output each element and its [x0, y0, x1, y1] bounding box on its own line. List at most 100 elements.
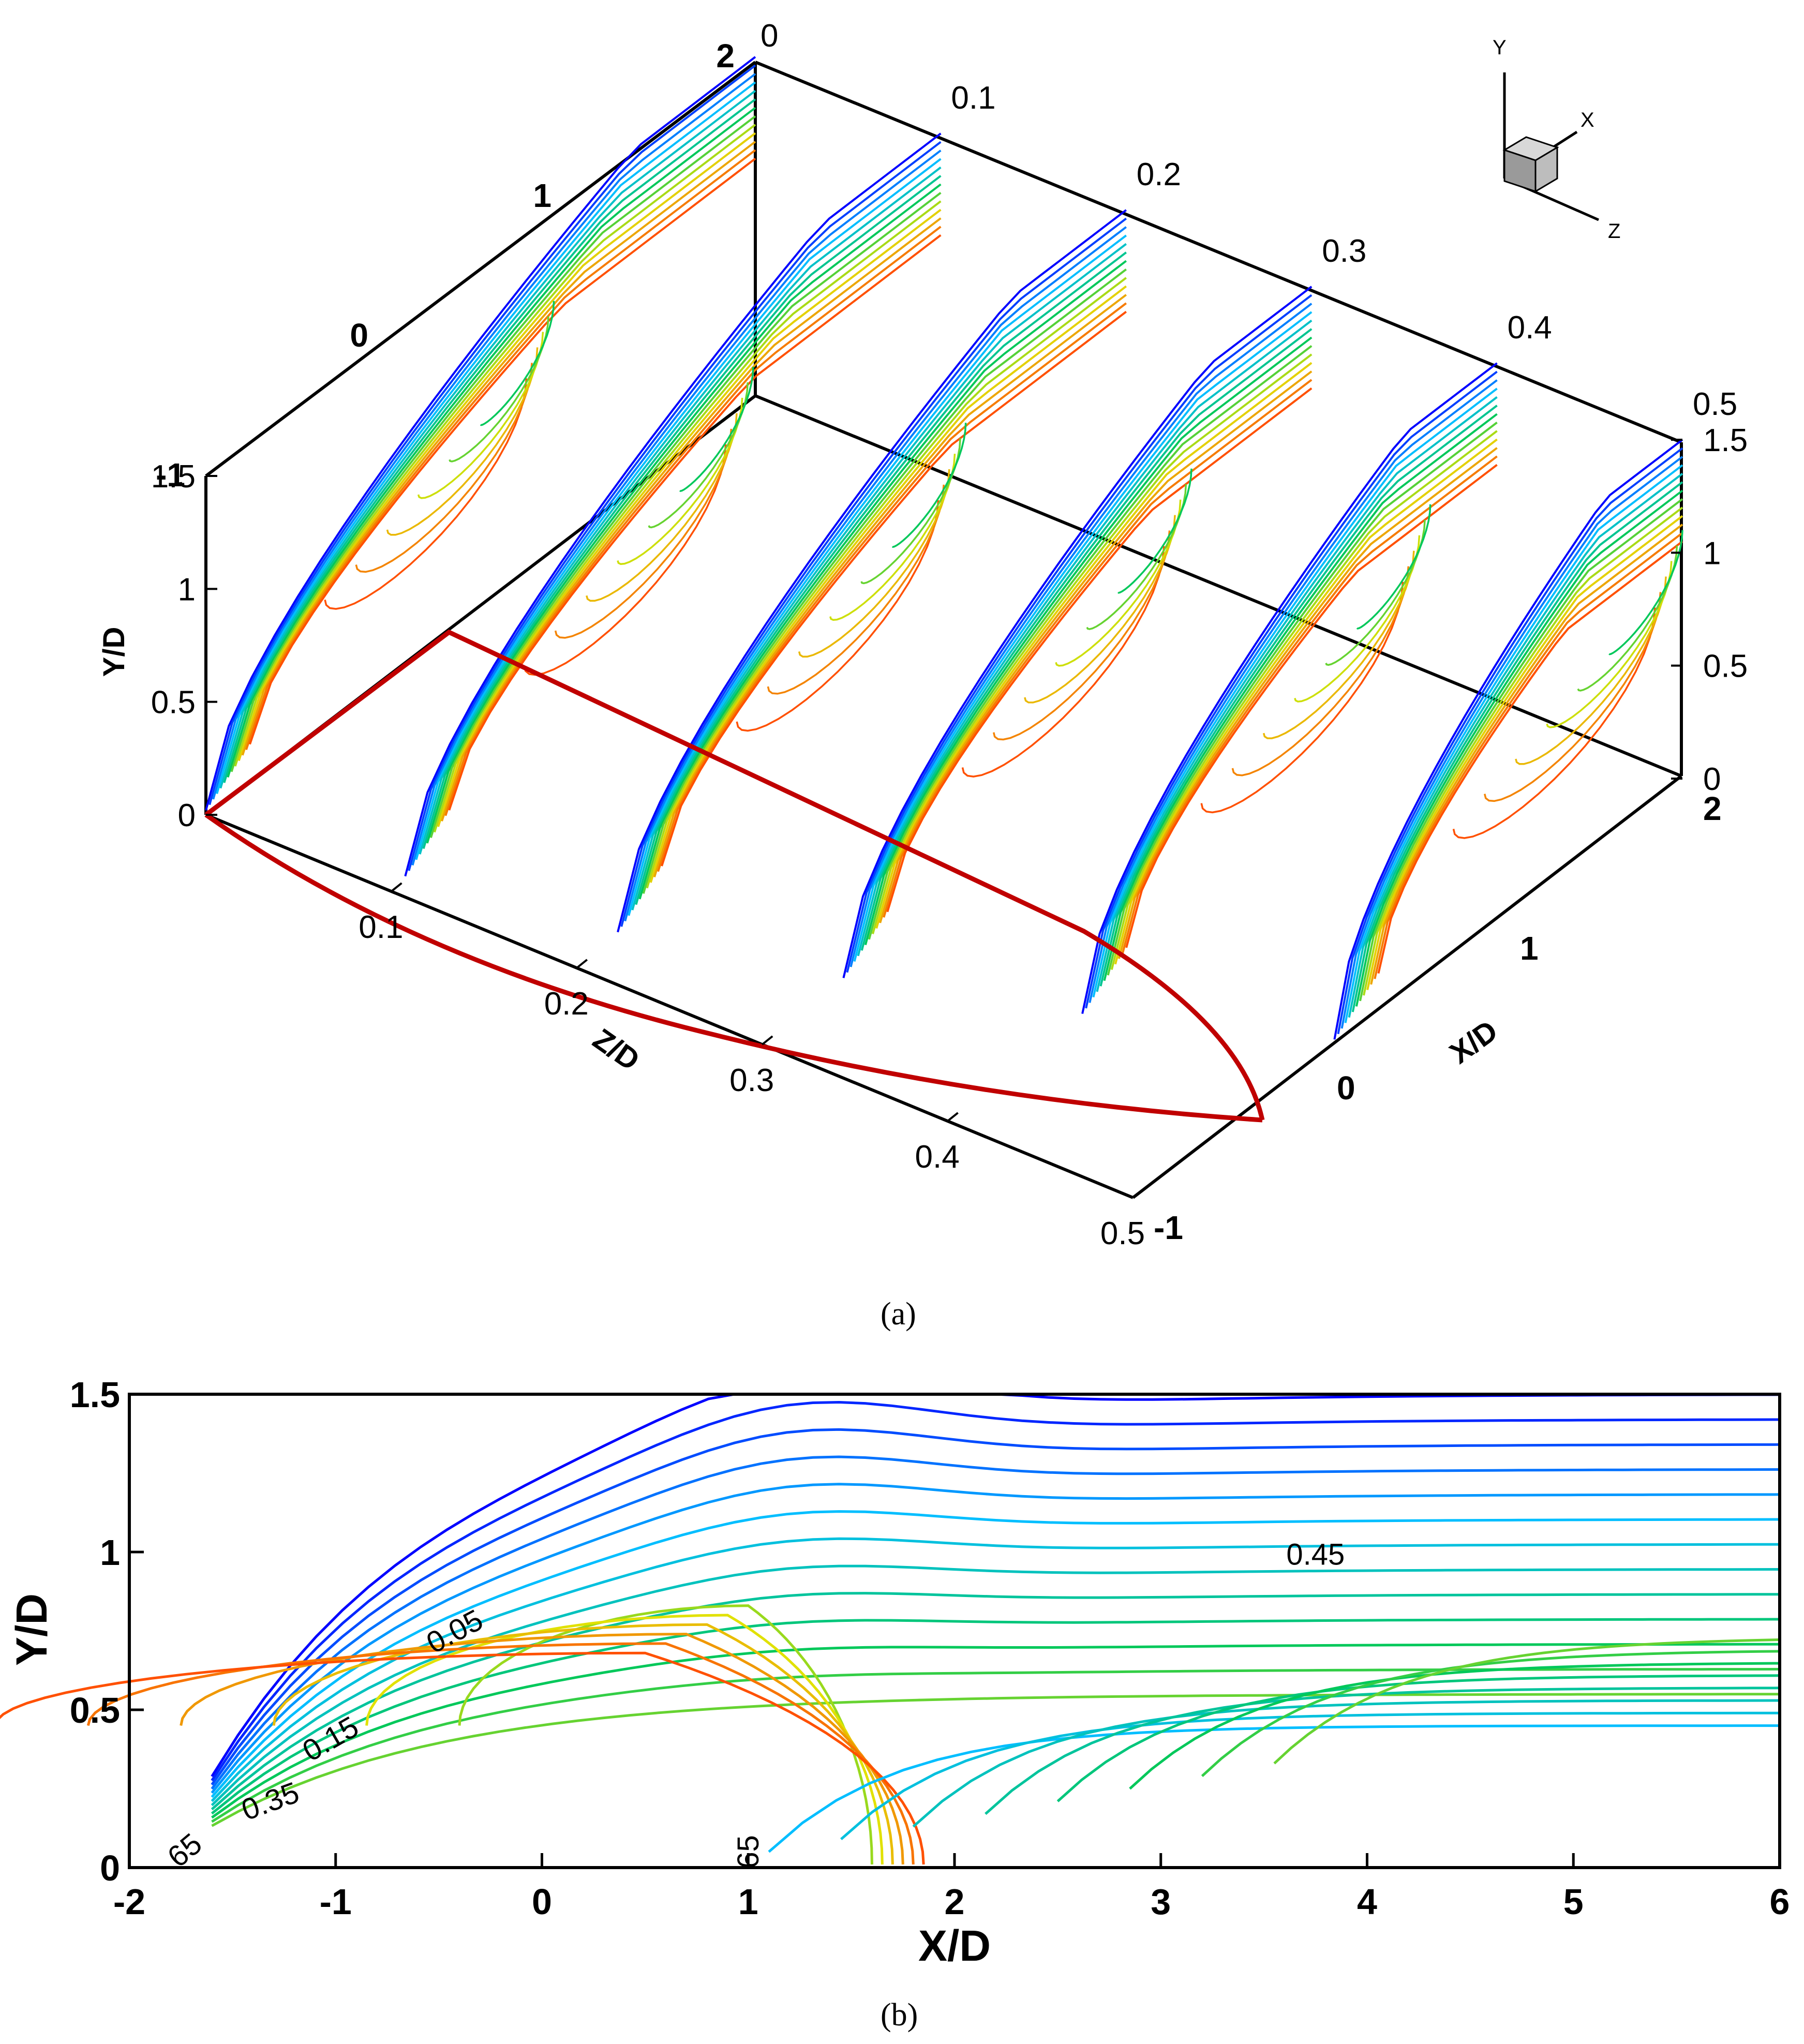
y-tick-label: 1.5	[70, 1375, 120, 1415]
y-tick-label-right: 1.5	[1703, 423, 1748, 458]
wake-contour-line	[1294, 535, 1421, 703]
y-tick-label: 1.5	[151, 459, 196, 495]
x-tick-label: 2	[945, 1882, 965, 1922]
wake-contour-line	[1515, 576, 1667, 765]
contour-slice	[404, 132, 942, 877]
recovery-contour-line	[1201, 1650, 1780, 1777]
wake-contour-line	[767, 484, 945, 695]
wake-contour-line	[1608, 530, 1683, 655]
wake-contour-line	[679, 366, 754, 493]
contour-line	[211, 1537, 1780, 1802]
contour-line	[205, 56, 756, 811]
wake-contour-line	[1452, 607, 1656, 839]
panel-a-contour-slices	[205, 56, 1683, 1040]
contour-line	[1370, 524, 1683, 985]
y-tick-label-right: 0.5	[1703, 649, 1748, 684]
contour-line	[1355, 489, 1683, 1007]
z-tick-mark	[947, 1112, 959, 1122]
contour-line	[1107, 422, 1498, 976]
wake-contour-line	[1055, 499, 1182, 667]
contour-line	[860, 328, 1313, 951]
recovery-contour-line	[1273, 1638, 1780, 1765]
x-tick-label: -1	[156, 456, 185, 494]
contour-line	[227, 107, 756, 778]
contour-line	[211, 1510, 1780, 1798]
x-tick-label: 0	[350, 317, 368, 354]
contour-line	[642, 268, 1127, 894]
x-tick-label-bottom: 0	[1337, 1069, 1355, 1107]
z-tick-label-back: 0.2	[1137, 157, 1181, 192]
wake-contour-line	[386, 347, 539, 536]
contour-line	[631, 243, 1127, 911]
contour-line	[437, 208, 942, 827]
contour-line	[628, 234, 1127, 916]
contour-line	[1348, 472, 1683, 1018]
contour-line	[1096, 396, 1498, 992]
contour-line	[211, 1455, 1780, 1790]
wake-contour-line	[1484, 592, 1662, 802]
contour-line	[1366, 515, 1683, 990]
recovery-contour-line	[985, 1687, 1780, 1815]
wake-contour-line	[458, 1604, 873, 1864]
z-tick-label: 0.5	[1100, 1216, 1145, 1251]
contour-line	[864, 336, 1313, 946]
contour-value-label: 65	[732, 1835, 765, 1869]
x-tick-label-bottom: 2	[1703, 790, 1722, 827]
z-tick-label: 0.3	[729, 1063, 774, 1098]
contour-line	[1377, 540, 1683, 974]
contour-line	[875, 362, 1313, 929]
z-tick-label-back: 0	[761, 18, 778, 54]
contour-line	[223, 98, 756, 783]
contour-line	[1125, 464, 1498, 948]
contour-slice	[205, 56, 756, 811]
contour-line	[234, 124, 756, 767]
z-tick-mark	[761, 1035, 773, 1046]
wake-contour-line	[355, 363, 533, 573]
contour-line	[661, 310, 1127, 867]
recovery-contour-line	[1056, 1674, 1780, 1802]
contour-line	[846, 294, 1313, 973]
contour-line	[657, 302, 1127, 872]
contour-line	[1340, 456, 1683, 1029]
contour-line	[441, 217, 942, 822]
panel-b-ticks: -2 -1 0 1 2 3 4 5 6 0 0.5 1 1.5	[70, 1375, 1790, 1922]
contour-line	[886, 387, 1313, 913]
y-tick-label: 0	[100, 1848, 120, 1888]
contour-line	[415, 158, 942, 860]
contour-line	[448, 234, 942, 811]
contour-line	[245, 149, 756, 750]
contour-slice	[842, 286, 1313, 978]
contour-line	[404, 132, 942, 877]
panel-a-red-outline	[204, 629, 1265, 1123]
contour-line	[1337, 447, 1683, 1034]
triad-label-y: Y	[1493, 36, 1507, 59]
x-tick-label: 4	[1357, 1882, 1377, 1922]
contour-line	[211, 1400, 1780, 1782]
wake-contour-line	[324, 378, 528, 610]
x-tick-label: -1	[320, 1882, 352, 1922]
contour-line	[237, 132, 756, 762]
contour-line	[408, 141, 942, 871]
triad-label-z: Z	[1608, 220, 1620, 243]
contour-line	[208, 64, 756, 805]
contour-line	[219, 89, 756, 789]
contour-line	[638, 260, 1127, 900]
contour-line	[212, 73, 756, 800]
recovery-contour-line	[840, 1711, 1780, 1840]
z-tick-label-back: 0.1	[951, 80, 995, 116]
contour-line	[842, 286, 1313, 978]
contour-line	[620, 217, 1127, 927]
x-tick-label: 2	[716, 37, 735, 74]
contour-line	[433, 200, 942, 833]
z-tick-label: 0.4	[915, 1139, 959, 1175]
contour-line	[1363, 506, 1683, 996]
wake-contour-line	[1117, 468, 1192, 594]
contour-line	[1114, 438, 1498, 965]
wake-contour-line	[1200, 581, 1404, 814]
panel-a: 0.10.20.30.40.500.10.20.30.40.500.511.50…	[97, 18, 1748, 1332]
wake-contour-line	[961, 546, 1165, 778]
y-tick-label: 0	[178, 798, 196, 833]
wake-contour-line	[829, 453, 956, 621]
contour-slice	[1333, 439, 1683, 1040]
